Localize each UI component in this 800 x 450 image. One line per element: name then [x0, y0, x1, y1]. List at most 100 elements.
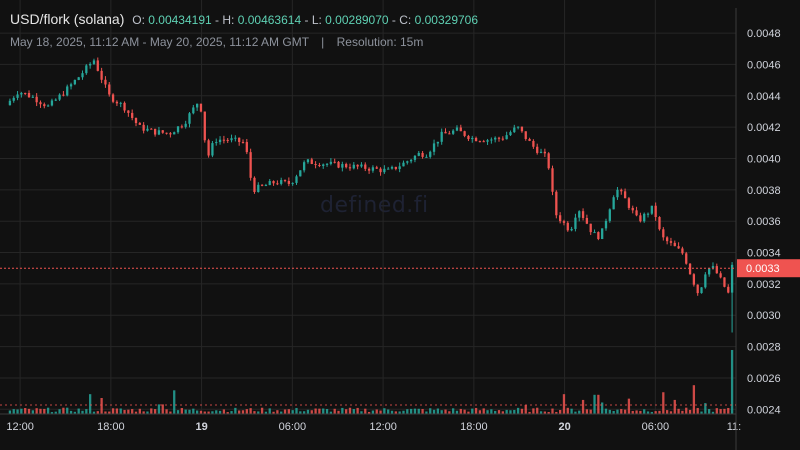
y-tick-label: 0.0026: [747, 373, 781, 385]
candle-body: [723, 277, 726, 287]
candle-body: [585, 217, 589, 224]
candle-body: [253, 177, 256, 193]
candle-body: [616, 189, 619, 198]
candle-body: [387, 168, 390, 170]
volume-bar: [711, 411, 715, 414]
candle-body: [188, 113, 191, 124]
volume-bar: [325, 408, 329, 414]
candle-body: [325, 163, 329, 165]
candle-body: [627, 198, 631, 208]
candle-body: [494, 137, 497, 140]
candle-body: [257, 184, 260, 193]
volume-bar: [24, 408, 27, 414]
volume-bar: [413, 408, 417, 414]
candle-body: [574, 217, 577, 229]
candle-body: [665, 237, 669, 242]
volume-bar: [180, 408, 184, 414]
y-tick-label: 0.0024: [747, 404, 781, 416]
y-tick-label: 0.0028: [747, 342, 781, 354]
candle-body: [662, 229, 665, 238]
volume-bar: [627, 398, 631, 414]
candle-body: [558, 215, 562, 222]
volume-bar: [12, 409, 15, 414]
volume-bar: [153, 409, 157, 414]
resolution-label[interactable]: Resolution: 15m: [336, 35, 424, 49]
candle-body: [96, 60, 99, 71]
y-tick-label: 0.0034: [747, 248, 781, 260]
volume-bar: [176, 410, 180, 414]
volume-bar: [66, 407, 69, 414]
volume-bar: [459, 408, 462, 414]
y-tick-label: 0.0044: [747, 91, 781, 103]
candle-body: [207, 140, 210, 156]
candle-body: [12, 97, 15, 101]
candle-body: [81, 73, 84, 78]
volume-bar: [226, 412, 229, 414]
candle-body: [108, 84, 111, 95]
candle-body: [452, 130, 455, 134]
volume-bar: [539, 411, 543, 414]
volume-bar: [104, 411, 107, 414]
volume-bar: [394, 411, 397, 414]
volume-bar: [58, 409, 61, 414]
volume-bar: [150, 408, 153, 414]
volume-bar: [127, 409, 130, 414]
volume-bar: [35, 408, 38, 414]
pair-title[interactable]: USD/flork (solana): [10, 11, 125, 27]
ohlc-values: O: 0.00434191 - H: 0.00463614 - L: 0.002…: [132, 13, 479, 27]
candle-body: [367, 168, 371, 171]
volume-bar: [463, 409, 466, 414]
volume-bar: [203, 411, 206, 414]
candle-body: [50, 100, 54, 106]
low-label: L:: [311, 13, 322, 27]
candle-body: [295, 176, 298, 183]
volume-bar: [249, 408, 252, 414]
candle-body: [318, 164, 321, 167]
candle-body: [432, 143, 436, 152]
volume-bar: [585, 409, 589, 414]
volume-bar: [134, 411, 138, 414]
volume-bar: [654, 411, 657, 414]
x-tick-label: 18:00: [97, 421, 125, 433]
candle-body: [429, 151, 432, 157]
volume-bar: [367, 411, 371, 414]
volume-bar: [452, 408, 455, 414]
candle-body: [635, 210, 638, 216]
candle-body: [375, 167, 378, 169]
volume-bar: [184, 409, 187, 414]
volume-bar: [444, 409, 447, 414]
volume-bar: [77, 408, 80, 414]
volume-bar: [215, 410, 218, 414]
volume-bar: [398, 411, 401, 414]
candle-body: [513, 127, 516, 133]
candle-body: [425, 156, 428, 158]
volume-bar: [528, 411, 531, 414]
x-tick-label: 12:00: [369, 421, 397, 433]
candle-body: [46, 105, 50, 107]
volume-bar: [593, 394, 596, 414]
candle-body: [562, 221, 566, 223]
candle-body: [612, 197, 615, 210]
candle-body: [280, 180, 283, 184]
volume-bar: [455, 410, 459, 414]
volume-bar: [650, 411, 653, 414]
volume-bar: [432, 409, 436, 414]
candle-body: [620, 189, 623, 192]
candle-body: [650, 205, 653, 214]
volume-bar: [283, 409, 287, 414]
candle-body: [486, 140, 489, 142]
candle-body: [520, 126, 524, 132]
volume-bar: [505, 409, 508, 414]
candle-body: [501, 138, 504, 140]
volume-bar: [302, 411, 306, 414]
x-tick-label: 20: [558, 421, 570, 433]
candle-body: [287, 180, 290, 184]
volume-bar: [138, 408, 141, 414]
volume-bar: [558, 409, 562, 414]
candle-body: [111, 94, 115, 102]
candle-body: [24, 92, 27, 94]
candle-body: [234, 137, 237, 139]
candle-body: [264, 185, 268, 187]
candle-body: [409, 159, 413, 162]
